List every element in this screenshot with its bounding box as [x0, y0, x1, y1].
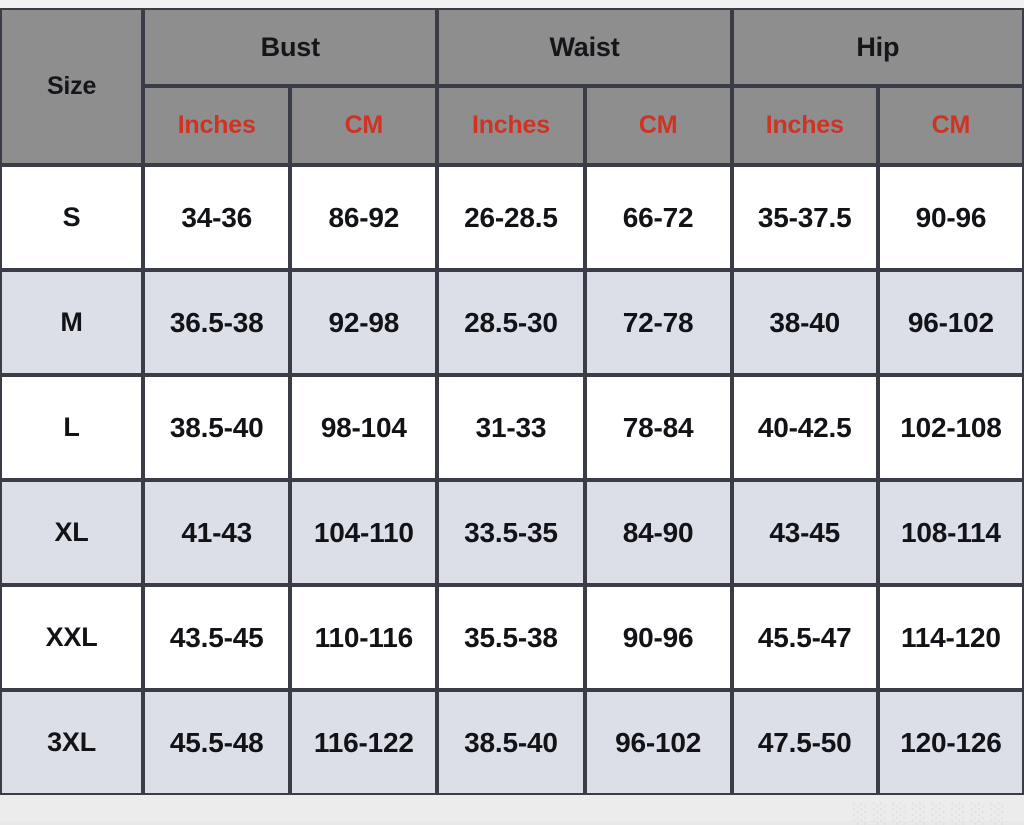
- cell-size: L: [0, 375, 144, 480]
- cell-hip-cm: 108-114: [877, 480, 1024, 585]
- table-row: XL 41-43 104-110 33.5-35 84-90 43-45 108…: [0, 480, 1024, 585]
- header-group-waist: Waist: [437, 8, 732, 86]
- header-size: Size: [0, 8, 144, 165]
- cell-hip-inches: 35-37.5: [731, 165, 878, 270]
- top-margin-strip: [0, 0, 1024, 8]
- cell-size: XXL: [0, 585, 144, 690]
- cell-bust-cm: 92-98: [290, 270, 438, 375]
- cell-hip-cm: 114-120: [877, 585, 1024, 690]
- cell-hip-inches: 47.5-50: [731, 690, 878, 795]
- cell-hip-cm: 120-126: [877, 690, 1024, 795]
- header-unit-hip-cm: CM: [877, 86, 1024, 165]
- cell-bust-cm: 104-110: [290, 480, 438, 585]
- watermark-text: ░░░░░░░░: [853, 803, 1010, 825]
- cell-bust-cm: 98-104: [290, 375, 438, 480]
- cell-waist-inches: 35.5-38: [437, 585, 585, 690]
- cell-hip-cm: 90-96: [877, 165, 1024, 270]
- cell-bust-cm: 110-116: [290, 585, 438, 690]
- table-row: S 34-36 86-92 26-28.5 66-72 35-37.5 90-9…: [0, 165, 1024, 270]
- header-unit-bust-cm: CM: [290, 86, 438, 165]
- cell-hip-inches: 40-42.5: [731, 375, 878, 480]
- cell-size: 3XL: [0, 690, 144, 795]
- cell-waist-cm: 66-72: [584, 165, 732, 270]
- table-body: S 34-36 86-92 26-28.5 66-72 35-37.5 90-9…: [0, 165, 1024, 795]
- cell-waist-cm: 72-78: [584, 270, 732, 375]
- cell-bust-inches: 36.5-38: [143, 270, 291, 375]
- cell-hip-cm: 96-102: [877, 270, 1024, 375]
- header-unit-hip-inches: Inches: [731, 86, 878, 165]
- cell-bust-cm: 116-122: [290, 690, 438, 795]
- cell-size: M: [0, 270, 144, 375]
- cell-waist-cm: 96-102: [584, 690, 732, 795]
- header-group-hip: Hip: [731, 8, 1024, 86]
- cell-bust-cm: 86-92: [290, 165, 438, 270]
- header-unit-waist-cm: CM: [584, 86, 732, 165]
- cell-bust-inches: 45.5-48: [143, 690, 291, 795]
- cell-hip-inches: 43-45: [731, 480, 878, 585]
- table-header: Size Bust Waist Hip Inches CM Inches CM …: [0, 8, 1024, 165]
- cell-hip-cm: 102-108: [877, 375, 1024, 480]
- cell-hip-inches: 45.5-47: [731, 585, 878, 690]
- size-chart-table-container: Size Bust Waist Hip Inches CM Inches CM …: [0, 8, 1024, 795]
- table-row: M 36.5-38 92-98 28.5-30 72-78 38-40 96-1…: [0, 270, 1024, 375]
- cell-waist-inches: 26-28.5: [437, 165, 585, 270]
- cell-hip-inches: 38-40: [731, 270, 878, 375]
- cell-waist-cm: 78-84: [584, 375, 732, 480]
- cell-size: S: [0, 165, 144, 270]
- cell-bust-inches: 43.5-45: [143, 585, 291, 690]
- header-group-row: Size Bust Waist Hip: [0, 8, 1024, 165]
- header-unit-waist-inches: Inches: [437, 86, 585, 165]
- cell-waist-cm: 90-96: [584, 585, 732, 690]
- cell-waist-inches: 33.5-35: [437, 480, 585, 585]
- cell-bust-inches: 38.5-40: [143, 375, 291, 480]
- table-row: L 38.5-40 98-104 31-33 78-84 40-42.5 102…: [0, 375, 1024, 480]
- cell-bust-inches: 41-43: [143, 480, 291, 585]
- cell-waist-inches: 31-33: [437, 375, 585, 480]
- size-chart-table: Size Bust Waist Hip Inches CM Inches CM …: [0, 8, 1024, 795]
- header-unit-row: Inches CM Inches CM Inches CM: [0, 86, 1024, 165]
- header-group-bust: Bust: [143, 8, 438, 86]
- table-row: 3XL 45.5-48 116-122 38.5-40 96-102 47.5-…: [0, 690, 1024, 795]
- header-unit-bust-inches: Inches: [143, 86, 291, 165]
- cell-waist-inches: 28.5-30: [437, 270, 585, 375]
- cell-bust-inches: 34-36: [143, 165, 291, 270]
- table-row: XXL 43.5-45 110-116 35.5-38 90-96 45.5-4…: [0, 585, 1024, 690]
- cell-size: XL: [0, 480, 144, 585]
- cell-waist-inches: 38.5-40: [437, 690, 585, 795]
- cell-waist-cm: 84-90: [584, 480, 732, 585]
